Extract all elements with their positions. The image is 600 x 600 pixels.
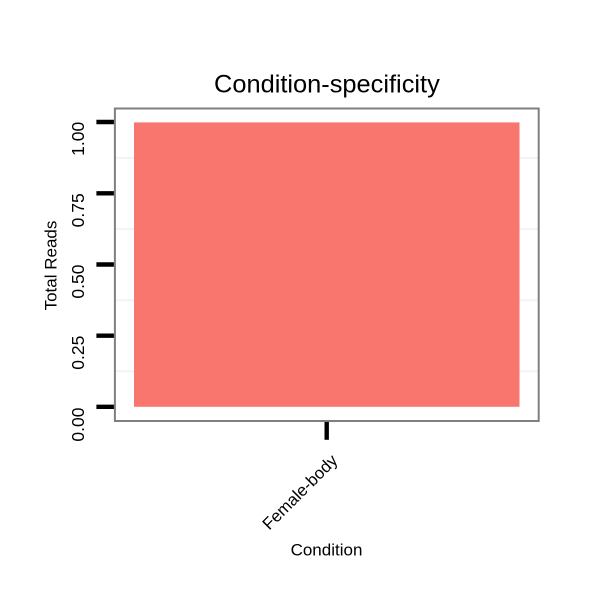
svg-text:0.25: 0.25 [68, 336, 88, 370]
svg-text:Condition: Condition [291, 541, 363, 560]
svg-text:0.00: 0.00 [68, 407, 88, 441]
svg-text:0.75: 0.75 [68, 193, 88, 227]
svg-text:0.50: 0.50 [68, 264, 88, 298]
svg-text:Condition-specificity: Condition-specificity [214, 70, 440, 98]
svg-text:1.00: 1.00 [68, 122, 88, 156]
svg-text:Total Reads: Total Reads [42, 221, 61, 311]
